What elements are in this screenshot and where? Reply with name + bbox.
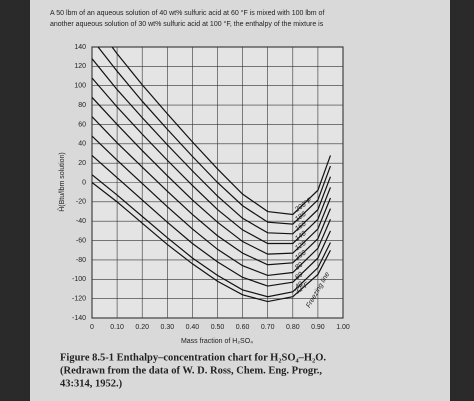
x-tick-label: 0.30 bbox=[160, 324, 174, 331]
caption-line: Figure 8.5-1 Enthalpy–concentration char… bbox=[60, 352, 326, 363]
isotherm bbox=[92, 182, 331, 303]
y-tick-label: 120 bbox=[74, 63, 86, 70]
caption-line: (Redrawn from the data of W. D. Ross, Ch… bbox=[60, 365, 322, 376]
x-tick-label: 0.70 bbox=[261, 324, 275, 331]
isotherm bbox=[92, 116, 332, 266]
y-tick-label: -80 bbox=[76, 257, 86, 264]
x-tick-label: 0.20 bbox=[135, 324, 149, 331]
question-line: A 50 lbm of an aqueous solution of 40 wt… bbox=[50, 9, 324, 17]
x-tick-label: 0.60 bbox=[236, 324, 250, 331]
y-tick-label: 0 bbox=[82, 179, 86, 186]
y-tick-label: 20 bbox=[78, 160, 86, 167]
y-tick-label: -20 bbox=[76, 199, 86, 206]
y-tick-label: -120 bbox=[72, 295, 86, 302]
x-tick-label: 1.00 bbox=[336, 324, 350, 331]
caption-line: 43:314, 1952.) bbox=[60, 378, 123, 389]
y-tick-label: -40 bbox=[76, 218, 86, 225]
x-tick-label: 0.80 bbox=[286, 324, 300, 331]
x-tick-label: 0.90 bbox=[311, 324, 325, 331]
isotherm bbox=[97, 47, 332, 225]
x-axis-label: Mass fraction of H₂SO₄ bbox=[181, 338, 253, 345]
y-axis-label: Ĥ(Btu/lbm solution) bbox=[57, 152, 66, 212]
isotherm bbox=[92, 174, 331, 298]
isotherm bbox=[111, 47, 332, 216]
isotherm bbox=[92, 77, 332, 245]
x-tick-label: 0.40 bbox=[186, 324, 200, 331]
x-tick-label: 0 bbox=[90, 324, 94, 331]
x-tick-label: 0.50 bbox=[211, 324, 225, 331]
y-tick-label: 60 bbox=[78, 121, 86, 128]
question-line: another aqueous solution of 30 wt% sulfu… bbox=[50, 20, 324, 28]
series-label: 40 bbox=[294, 281, 304, 291]
y-tick-label: -100 bbox=[72, 276, 86, 283]
isotherm bbox=[92, 96, 332, 255]
y-tick-label: -60 bbox=[76, 237, 86, 244]
isotherm bbox=[92, 154, 331, 287]
y-tick-label: 80 bbox=[78, 102, 86, 109]
series-label: 60 bbox=[294, 271, 304, 281]
y-tick-label: 40 bbox=[78, 141, 86, 148]
x-tick-label: 0.10 bbox=[110, 324, 124, 331]
series-label: 80 bbox=[294, 261, 304, 271]
y-tick-label: 140 bbox=[74, 44, 86, 51]
curves bbox=[92, 47, 332, 303]
y-tick-label: 100 bbox=[74, 83, 86, 90]
y-tick-label: -140 bbox=[72, 315, 86, 322]
isotherm bbox=[92, 58, 332, 235]
isotherm bbox=[92, 135, 332, 277]
